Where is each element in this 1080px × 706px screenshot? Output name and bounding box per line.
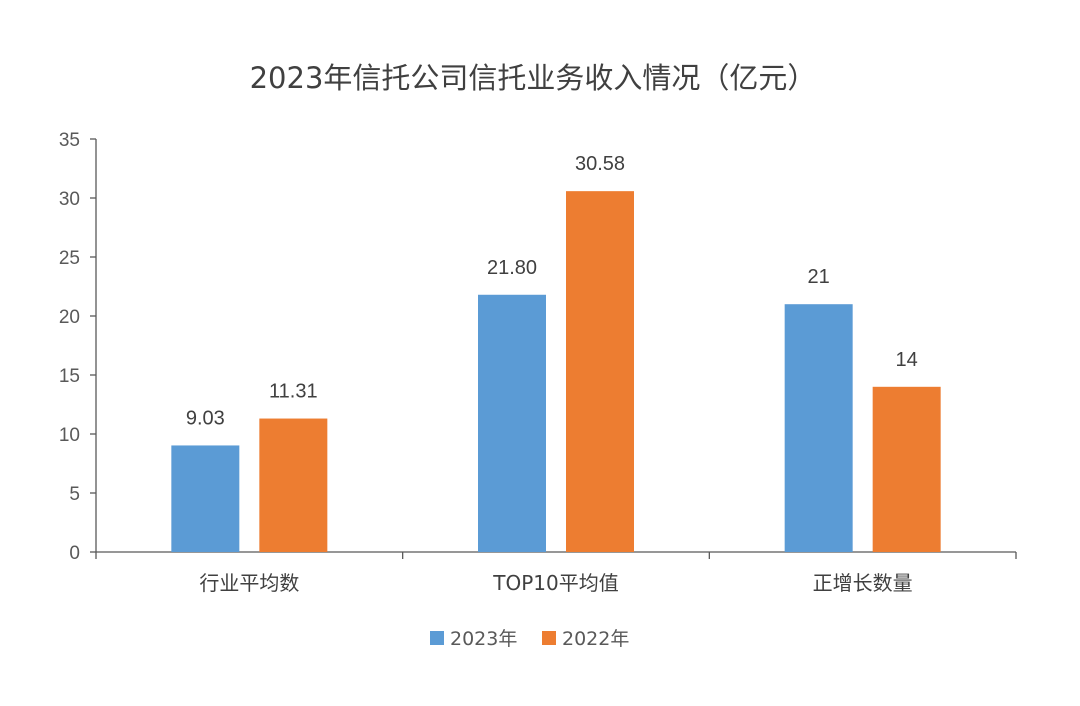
x-axis: 行业平均数 TOP10平均值 正增长数量 xyxy=(95,551,1017,595)
x-category-label: TOP10平均值 xyxy=(492,571,618,595)
data-label: 14 xyxy=(896,349,918,371)
y-tick-label: 25 xyxy=(59,248,80,269)
x-category-label: 正增长数量 xyxy=(813,571,913,595)
bars-group xyxy=(171,191,941,552)
data-label: 21.80 xyxy=(487,257,537,279)
y-tick-label: 10 xyxy=(59,425,80,446)
data-label: 11.31 xyxy=(269,381,318,403)
legend-swatch xyxy=(430,631,444,645)
y-tick-label: 30 xyxy=(59,189,80,210)
y-tick-label: 0 xyxy=(69,543,80,564)
bar xyxy=(872,386,941,552)
legend-swatch xyxy=(542,631,556,645)
bar xyxy=(566,191,634,552)
bar xyxy=(784,304,853,552)
chart-title: 2023年信托公司信托业务收入情况（亿元） xyxy=(250,61,817,95)
y-tick-label: 35 xyxy=(59,130,80,151)
legend-label: 2022年 xyxy=(562,628,629,650)
legend-label: 2023年 xyxy=(450,628,517,650)
y-tick-label: 20 xyxy=(59,307,80,328)
legend: 2023年 2022年 xyxy=(430,628,629,650)
x-category-label: 行业平均数 xyxy=(199,571,299,595)
y-axis: 0 5 10 15 20 25 30 35 xyxy=(59,130,97,564)
bar xyxy=(478,294,546,552)
data-label: 30.58 xyxy=(575,153,625,175)
bar xyxy=(259,418,328,552)
data-label: 9.03 xyxy=(186,407,225,429)
data-label: 21 xyxy=(808,266,830,288)
y-tick-label: 15 xyxy=(59,366,80,387)
bar xyxy=(171,445,240,552)
data-labels-group: 9.03 21.80 21 11.31 30.58 14 xyxy=(186,153,918,429)
y-tick-label: 5 xyxy=(69,484,80,505)
